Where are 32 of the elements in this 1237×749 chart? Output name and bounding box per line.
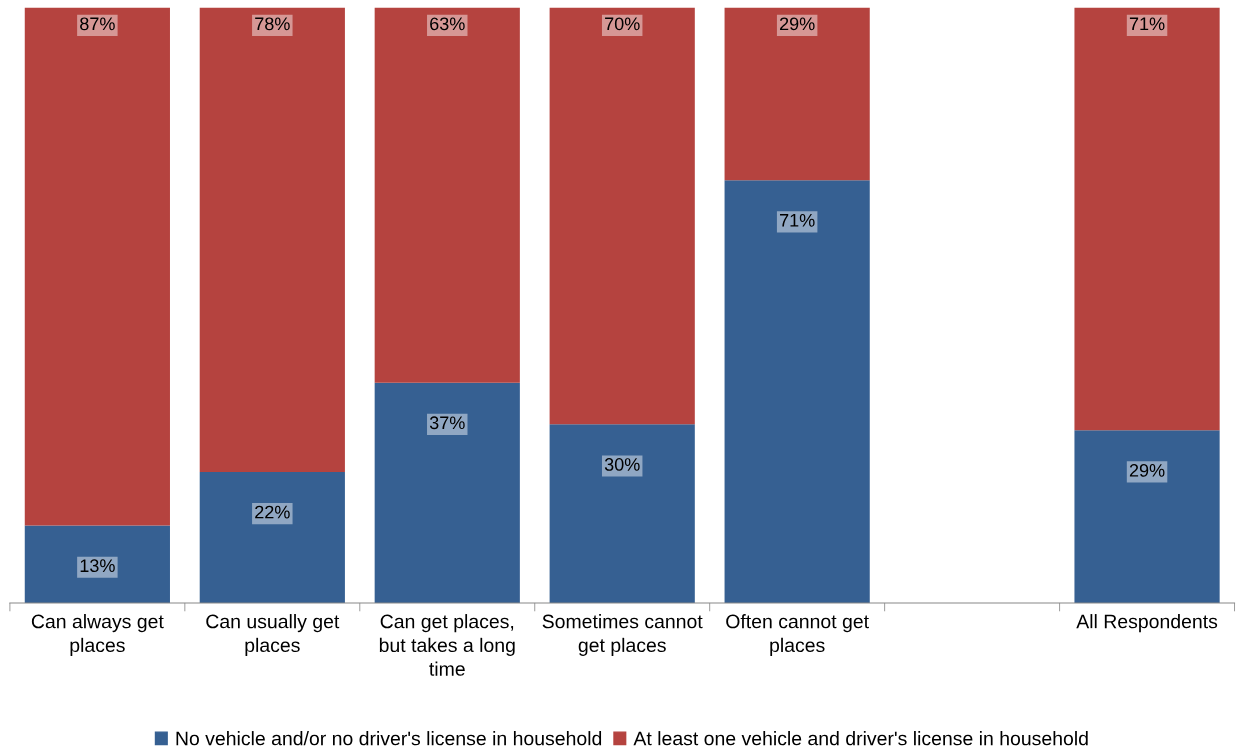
data-label: 71%	[1129, 17, 1165, 31]
data-label: 70%	[605, 17, 640, 31]
bar	[724, 7, 870, 181]
bar	[374, 382, 520, 603]
bar	[1074, 7, 1220, 431]
legend-label: At least one vehicle and driver's license in household	[633, 731, 1088, 746]
x-tick-label: Can always get places	[31, 614, 164, 656]
x-tick-label: All Respondents	[1076, 614, 1218, 633]
bar	[549, 7, 695, 425]
data-label: 71%	[780, 213, 815, 227]
legend-label: No vehicle and/or no driver's license in household	[176, 731, 602, 746]
data-label: 22%	[255, 505, 290, 519]
data-label: 78%	[255, 17, 290, 31]
data-label: 87%	[80, 17, 115, 31]
x-tick-label: Can get places, but takes a long time	[379, 614, 515, 676]
bar	[199, 7, 345, 472]
data-label: 30%	[604, 458, 640, 471]
x-tick-label: Can usually get places	[206, 614, 340, 656]
bar	[549, 424, 695, 603]
data-label: 63%	[430, 17, 465, 31]
bar	[199, 471, 345, 603]
bar	[1074, 430, 1220, 603]
data-label: 29%	[780, 17, 815, 31]
data-label: 29%	[1129, 464, 1165, 477]
data-label: 37%	[429, 416, 465, 430]
data-label: 13%	[80, 559, 115, 573]
x-tick-label: Often cannot get places	[726, 614, 869, 656]
bar	[724, 180, 870, 603]
bar	[24, 525, 170, 603]
bar	[374, 7, 520, 383]
bar	[24, 7, 170, 526]
x-tick-label: Sometimes cannot get places	[542, 614, 703, 656]
